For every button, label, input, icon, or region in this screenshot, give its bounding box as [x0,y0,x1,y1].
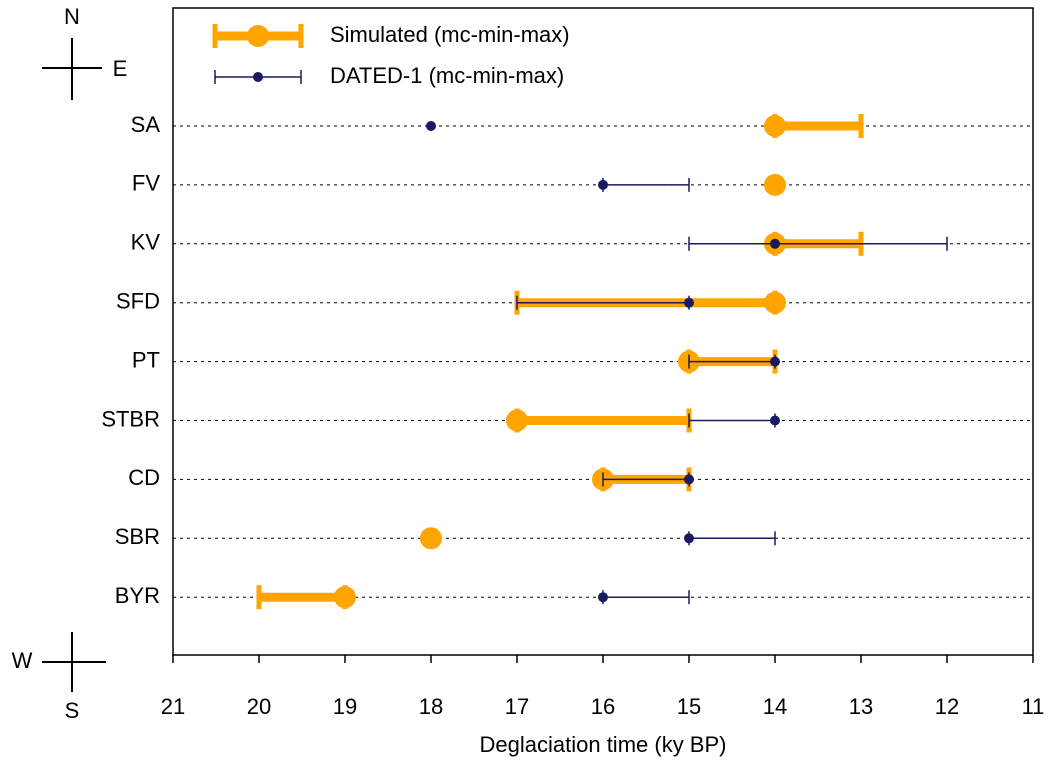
point [420,527,442,550]
x-tick-label: 17 [505,694,529,719]
x-tick-label: 21 [161,694,185,719]
x-tick-label: 13 [849,694,873,719]
y-tick-label: SA [131,112,161,137]
point [770,356,780,367]
compass-label: N [64,4,80,29]
point [770,238,780,249]
y-tick-label: FV [132,171,160,196]
y-tick-label: BYR [115,583,160,608]
x-tick-label: 18 [419,694,443,719]
compass-label: W [12,648,33,673]
y-tick-label: PT [132,347,160,372]
point [334,586,356,609]
point [764,173,786,196]
point [684,533,694,544]
point [598,179,608,190]
compass-bottom [42,632,106,692]
point [684,297,694,308]
x-tick-label: 19 [333,694,357,719]
plot-frame [172,7,1034,656]
y-tick-label: CD [128,465,160,490]
legend-label: DATED-1 (mc-min-max) [330,63,564,88]
x-tick-label: 20 [247,694,271,719]
y-tick-label: SFD [116,289,160,314]
point [426,121,436,131]
y-tick-label: STBR [101,406,160,431]
y-tick-label: SBR [115,524,160,549]
x-axis-label: Deglaciation time (ky BP) [480,732,727,757]
x-tick-label: 12 [935,694,959,719]
x-tick-label: 16 [591,694,615,719]
x-tick-label: 14 [763,694,787,719]
legend-label: Simulated (mc-min-max) [330,22,570,47]
point [506,409,528,432]
legend-swatch [253,72,263,82]
point [764,115,786,137]
point [684,474,694,485]
legend-swatch [247,25,269,47]
compass-label: S [65,698,80,723]
compass-top [42,38,102,100]
point [598,592,608,603]
y-tick-label: KV [131,230,161,255]
x-tick-label: 15 [677,694,701,719]
x-tick-label: 11 [1022,694,1045,719]
point [770,415,780,426]
point [764,291,786,314]
compass-label: E [113,56,128,81]
